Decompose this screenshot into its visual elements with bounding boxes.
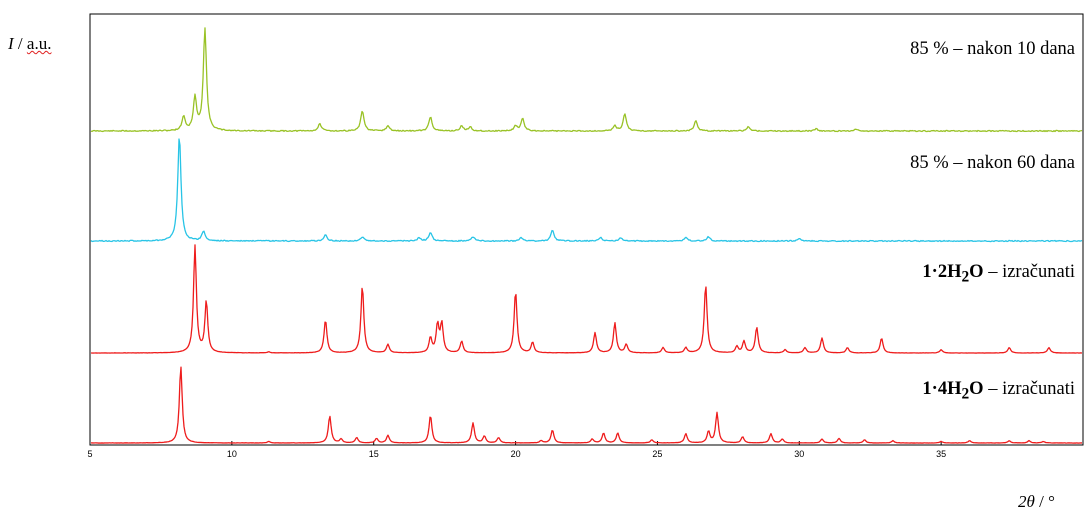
x-ticks: 5 10 15 20 25 30 35 [87,441,946,459]
series-line-0 [90,27,1083,133]
x-tick-label: 25 [652,449,662,459]
x-tick-label: 15 [369,449,379,459]
series-line-3 [90,366,1083,444]
series-line-1 [90,138,1083,243]
x-tick-label: 10 [227,449,237,459]
plot-frame [89,13,1084,446]
x-tick-label: 5 [87,449,92,459]
series-label-60-dana: 85 % – nakon 60 dana [910,153,1075,173]
series-label-10-dana: 85 % – nakon 10 dana [910,39,1075,59]
x-tick-label: 30 [794,449,804,459]
series-lines [90,27,1083,444]
x-tick-label: 35 [936,449,946,459]
x-axis-label: 2θ / ° [1018,492,1055,511]
series-label-2h2o: 1·2H2O – izračunati [922,262,1075,286]
series-label-4h2o: 1·4H2O – izračunati [922,379,1075,403]
series-line-2 [90,244,1083,354]
x-tick-label: 20 [511,449,521,459]
y-axis-label: I / a.u. [8,34,52,53]
